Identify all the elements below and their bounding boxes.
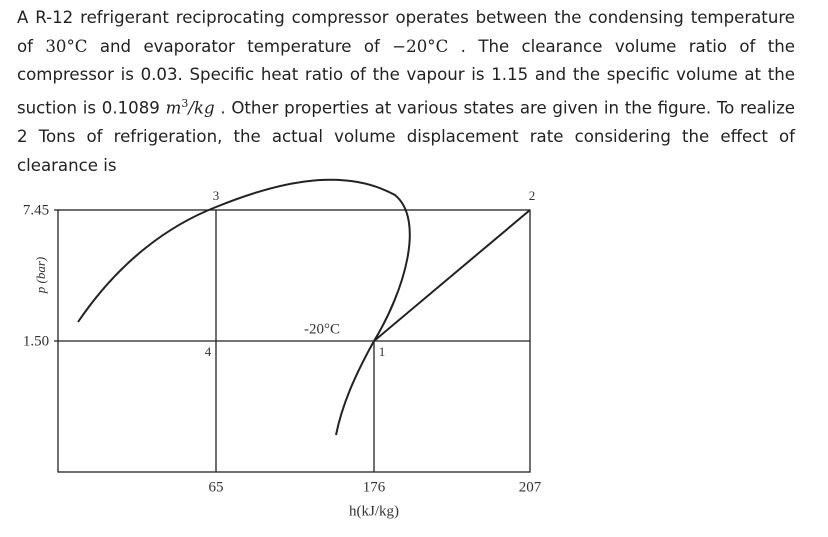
- x-label: 176: [363, 479, 386, 495]
- y-label: 7.45: [23, 202, 49, 218]
- point-label: 1: [379, 344, 386, 359]
- point-label: 3: [213, 188, 220, 203]
- saturation-dome: [77, 178, 411, 436]
- math: m: [165, 98, 182, 118]
- question: A R-12 refrigerant reciprocating compres…: [17, 4, 795, 180]
- y-label: 1.50: [23, 333, 49, 349]
- text: . The clearance volume ratio of the comp…: [17, 36, 795, 118]
- x-axis-label: h(kJ/kg): [349, 503, 399, 519]
- x-label: 65: [209, 479, 224, 495]
- math: 30°C: [45, 36, 88, 56]
- x-label: 207: [519, 479, 542, 495]
- point-label: 4: [205, 344, 212, 359]
- math: 3: [181, 96, 189, 110]
- math: /kg: [188, 98, 215, 118]
- text: . Other properties at various states are…: [17, 98, 795, 175]
- text: A R-12 refrigerant reciprocating compres…: [17, 8, 795, 56]
- isotherm-label: -20°C: [304, 321, 340, 337]
- compression-line: [373, 209, 531, 342]
- point-label: 2: [529, 188, 536, 203]
- text: and evaporator temperature of: [87, 36, 393, 56]
- y-axis-label: p (bar): [33, 257, 48, 294]
- math: −20°C: [392, 36, 449, 56]
